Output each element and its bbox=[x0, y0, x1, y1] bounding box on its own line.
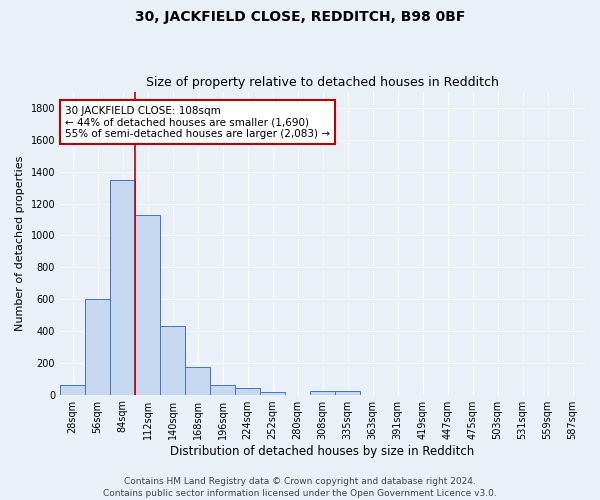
Y-axis label: Number of detached properties: Number of detached properties bbox=[15, 156, 25, 331]
Bar bbox=[85, 299, 110, 394]
Bar bbox=[235, 388, 260, 394]
Bar bbox=[260, 392, 285, 394]
Bar bbox=[135, 214, 160, 394]
Bar bbox=[160, 326, 185, 394]
Bar bbox=[60, 385, 85, 394]
Bar bbox=[335, 392, 360, 394]
Bar bbox=[185, 366, 210, 394]
Bar bbox=[110, 180, 135, 394]
Text: 30, JACKFIELD CLOSE, REDDITCH, B98 0BF: 30, JACKFIELD CLOSE, REDDITCH, B98 0BF bbox=[135, 10, 465, 24]
Text: Contains HM Land Registry data © Crown copyright and database right 2024.
Contai: Contains HM Land Registry data © Crown c… bbox=[103, 476, 497, 498]
X-axis label: Distribution of detached houses by size in Redditch: Distribution of detached houses by size … bbox=[170, 444, 475, 458]
Text: 30 JACKFIELD CLOSE: 108sqm
← 44% of detached houses are smaller (1,690)
55% of s: 30 JACKFIELD CLOSE: 108sqm ← 44% of deta… bbox=[65, 106, 330, 139]
Title: Size of property relative to detached houses in Redditch: Size of property relative to detached ho… bbox=[146, 76, 499, 90]
Bar bbox=[210, 385, 235, 394]
Bar bbox=[310, 392, 335, 394]
